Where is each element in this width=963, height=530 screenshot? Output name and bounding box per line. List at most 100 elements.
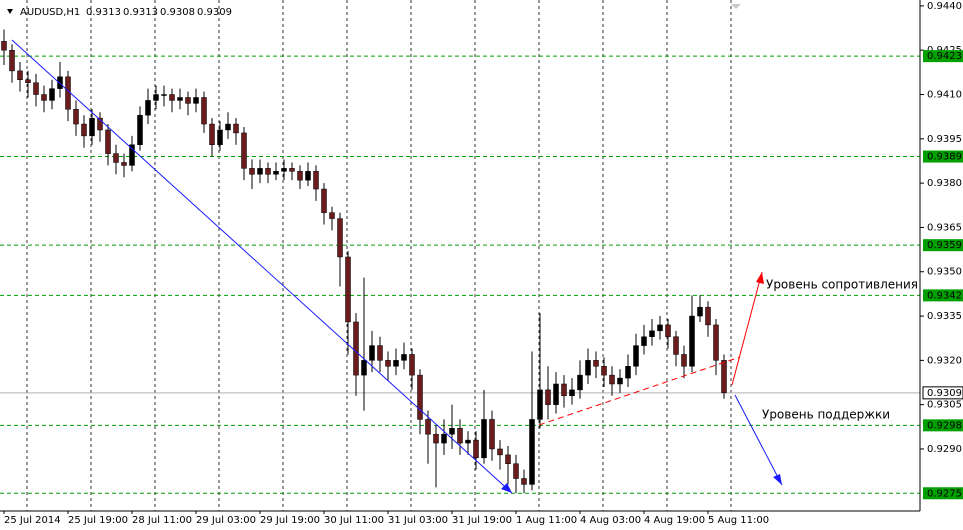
arrow-head <box>501 483 512 493</box>
candle-body <box>465 439 471 444</box>
candle-body <box>481 419 487 459</box>
candle-body <box>425 419 431 435</box>
candle-body <box>313 171 319 190</box>
candle-body <box>337 218 343 258</box>
candle-body <box>721 360 727 394</box>
level-label-box <box>923 150 963 163</box>
candle-body <box>129 144 135 166</box>
candle-body <box>329 212 335 219</box>
candle-body <box>153 94 159 101</box>
candle-body <box>305 171 311 181</box>
y-tick-label: 0.9350 <box>927 267 962 278</box>
y-tick-label: 0.9440 <box>927 1 962 12</box>
level-label: 0.9359 <box>927 240 962 251</box>
candle-body <box>673 336 679 355</box>
candle-body <box>489 419 495 450</box>
x-tick-label: 25 Jul 2014 <box>4 515 61 526</box>
candle-body <box>601 366 607 376</box>
candle-body <box>577 374 583 391</box>
plot-layer <box>0 0 920 511</box>
candle-body <box>561 383 567 397</box>
x-tick-label: 4 Aug 19:00 <box>644 515 705 526</box>
y-tick-label: 0.9380 <box>927 178 962 189</box>
y-tick-label: 0.9335 <box>927 311 962 322</box>
x-tick-label: 5 Aug 11:00 <box>708 515 769 526</box>
candle-body <box>345 256 351 323</box>
level-label: 0.9389 <box>927 152 962 163</box>
y-tick-label: 0.9395 <box>927 134 962 145</box>
candle-body <box>681 354 687 367</box>
candle-body <box>553 383 559 405</box>
level-label-box <box>923 487 963 500</box>
y-tick-label: 0.9320 <box>927 355 962 366</box>
candle-body <box>569 389 575 397</box>
level-label-box <box>923 239 963 252</box>
candle-body <box>401 354 407 361</box>
candle-body <box>697 306 703 317</box>
level-label: 0.9298 <box>927 420 962 431</box>
candle-body <box>145 100 151 116</box>
x-tick-label: 1 Aug 11:00 <box>516 515 577 526</box>
candle-body <box>625 366 631 379</box>
header-value: 0.9313 <box>86 7 121 18</box>
candle-body <box>257 168 263 175</box>
header-value: 0.9309 <box>197 7 232 18</box>
candle-body <box>113 153 119 163</box>
candle-body <box>177 97 183 101</box>
candle-body <box>441 433 447 444</box>
x-tick-label: 30 Jul 11:00 <box>324 515 384 526</box>
x-tick-label: 28 Jul 11:00 <box>132 515 192 526</box>
candle-body <box>265 168 271 175</box>
candle-body <box>105 129 111 154</box>
candle-body <box>417 374 423 420</box>
candle-body <box>121 162 127 166</box>
candle-body <box>689 315 695 367</box>
support-line <box>538 356 741 426</box>
candle-body <box>473 439 479 459</box>
current-price-box <box>922 386 963 400</box>
candle-body <box>705 306 711 326</box>
candle-body <box>57 76 63 89</box>
annotation: Уровень сопротивления <box>766 278 918 292</box>
annotation: Уровень поддержки <box>762 408 890 422</box>
shift-marker <box>731 4 741 9</box>
x-tick-label: 4 Aug 03:00 <box>580 515 641 526</box>
candle-body <box>545 389 551 405</box>
symbol: AUDUSD,H1 <box>20 7 80 18</box>
candle-body <box>209 123 215 145</box>
candle-body <box>593 360 599 367</box>
annotations: Уровень сопротивления Уровень поддержки <box>11 39 918 494</box>
arrow-head <box>756 272 764 284</box>
candle-body <box>193 97 199 104</box>
candle-body <box>513 463 519 479</box>
candle-body <box>321 188 327 213</box>
candle-body <box>665 324 671 337</box>
candle-body <box>457 428 463 444</box>
candle-body <box>185 97 191 104</box>
candle-body <box>289 168 295 172</box>
candle-body <box>89 117 95 137</box>
candle-body <box>281 168 287 172</box>
trend-line <box>11 39 513 494</box>
candle-body <box>353 321 359 376</box>
x-tick-label: 25 Jul 19:00 <box>68 515 128 526</box>
level-label: 0.9275 <box>927 488 962 499</box>
candle-body <box>273 171 279 175</box>
candle-body <box>225 123 231 131</box>
menu-arrow[interactable] <box>7 9 13 14</box>
level-label: 0.9423 <box>927 51 962 62</box>
candle-body <box>649 330 655 337</box>
arrow-down <box>734 394 783 486</box>
candle-body <box>169 94 175 101</box>
header-value: 0.9308 <box>160 7 195 18</box>
arrow-head <box>773 474 782 485</box>
level-label: 0.9342 <box>927 290 962 301</box>
y-tick-label: 0.9365 <box>927 222 962 233</box>
candle-body <box>1 41 7 51</box>
candle-body <box>633 345 639 367</box>
candle-body <box>97 117 103 131</box>
candle-body <box>585 360 591 376</box>
candle-body <box>393 360 399 367</box>
candle-body <box>449 428 455 435</box>
